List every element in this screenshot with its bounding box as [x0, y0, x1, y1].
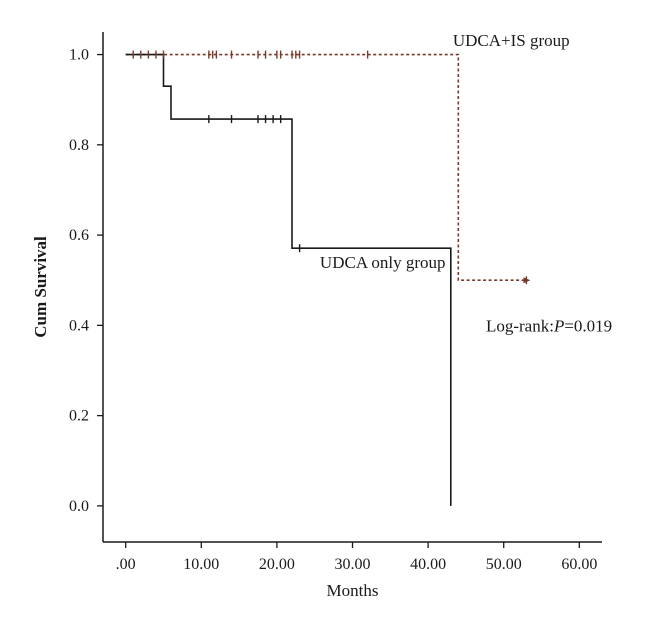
- logrank-annotation: Log-rank:P=0.019: [486, 316, 612, 335]
- y-tick-label: 0.0: [69, 498, 89, 515]
- x-tick-label: 60.00: [561, 556, 597, 573]
- series-layer: [126, 55, 527, 506]
- y-axis-title: Cum Survival: [31, 236, 50, 338]
- series-line-udca-only: [126, 55, 451, 506]
- series-label-udca-is: UDCA+IS group: [453, 31, 570, 50]
- x-tick-label: 40.00: [410, 556, 446, 573]
- y-tick-label: 1.0: [69, 47, 89, 64]
- x-tick-label: .00: [116, 556, 136, 573]
- x-tick-label: 10.00: [183, 556, 219, 573]
- axes: [103, 32, 602, 542]
- logrank-value: =0.019: [564, 316, 612, 335]
- y-tick-label: 0.8: [69, 137, 89, 154]
- y-ticks: 0.0 0.2 0.4 0.6 0.8 1.0: [69, 47, 103, 515]
- y-tick-label: 0.4: [69, 317, 89, 334]
- x-tick-label: 30.00: [335, 556, 371, 573]
- censor-layer: [133, 51, 530, 285]
- x-ticks: .00 10.00 20.00 30.00 40.00 50.00 60.00: [116, 542, 598, 573]
- series-line-udca-is: [126, 55, 527, 281]
- x-axis-title: Months: [327, 581, 379, 600]
- logrank-p: P: [553, 316, 564, 335]
- series-label-udca-only: UDCA only group: [320, 253, 446, 272]
- logrank-prefix: Log-rank:: [486, 316, 554, 335]
- y-tick-label: 0.6: [69, 227, 89, 244]
- y-tick-label: 0.2: [69, 408, 89, 425]
- x-tick-label: 20.00: [259, 556, 295, 573]
- x-tick-label: 50.00: [486, 556, 522, 573]
